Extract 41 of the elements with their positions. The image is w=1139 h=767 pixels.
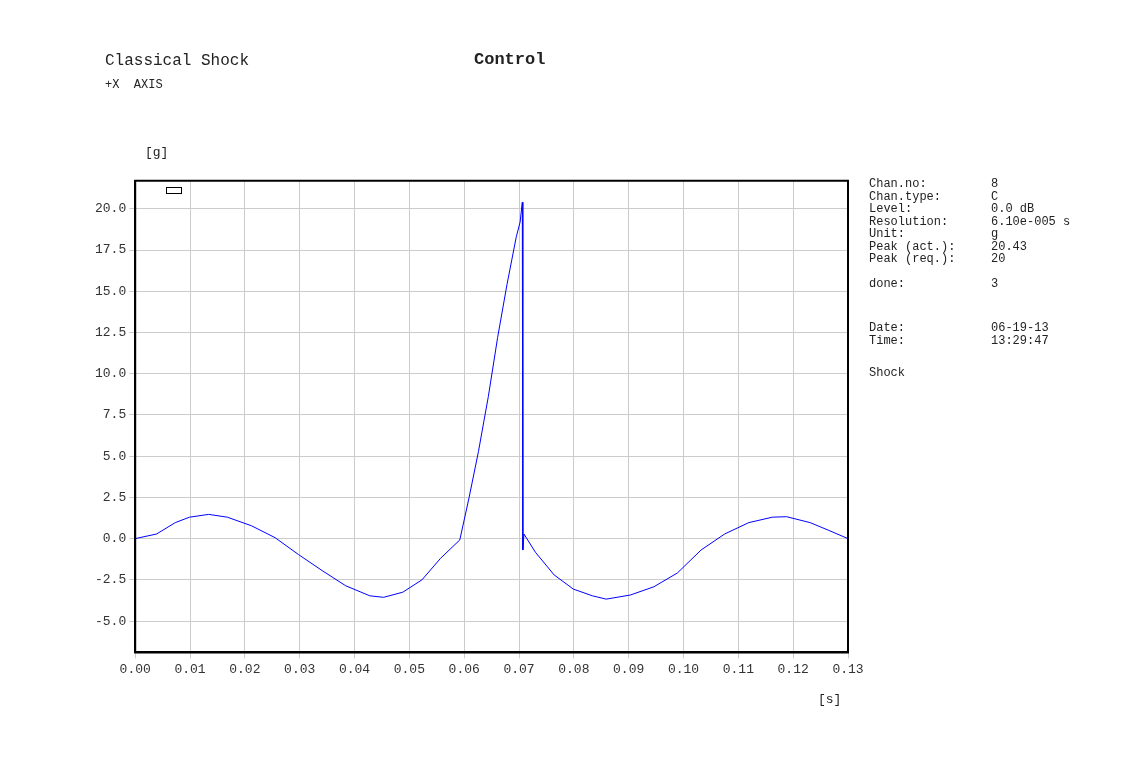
text: Date: 06-19-13 <box>869 321 1049 335</box>
x-tick-label: 0.08 <box>558 661 590 677</box>
y-tick-label: 17.5 <box>94 242 127 258</box>
y-tick-label: 12.5 <box>94 324 127 340</box>
x-tick-label: 0.11 <box>722 661 755 677</box>
x-tick-label: 0.02 <box>229 661 261 677</box>
x-tick-label: 0.00 <box>119 661 151 677</box>
text: Shock <box>869 366 906 380</box>
x-tick-label: 0.07 <box>503 661 535 677</box>
text: Resolution: 6.10e-005 s <box>869 214 1071 229</box>
text: Chan.no: 8 <box>869 177 999 191</box>
y-tick-label: 20.0 <box>94 201 127 217</box>
text: Peak (act.): 20.43 <box>869 239 1028 254</box>
text: Level: 0.0 dB <box>869 202 1035 216</box>
x-tick-label: 0.13 <box>832 661 864 677</box>
x-tick-label: 0.12 <box>777 661 809 677</box>
x-tick-label: 0.03 <box>284 661 316 677</box>
x-axis-title: [s] <box>818 692 842 707</box>
x-tick-label: 0.05 <box>393 661 425 677</box>
y-tick-label: 0.0 <box>102 531 127 547</box>
y-tick-label: -5.0 <box>94 613 127 629</box>
text: Peak (req.): 20 <box>869 252 1006 266</box>
y-tick-label: 10.0 <box>94 366 127 382</box>
x-tick-label: 0.04 <box>338 661 371 677</box>
text: done: 3 <box>869 276 999 291</box>
y-tick-label: 2.5 <box>102 489 127 505</box>
x-tick-label: 0.10 <box>667 661 700 677</box>
chart-subtitle: Classical Shock <box>105 52 250 70</box>
text: +X AXIS <box>105 78 163 92</box>
x-tick-label: 0.09 <box>613 661 645 677</box>
y-tick-label: 7.5 <box>102 407 127 423</box>
y-tick-label: 15.0 <box>94 283 127 299</box>
y-tick-label: 5.0 <box>102 448 127 464</box>
x-tick-label: 0.01 <box>174 661 206 677</box>
text: Unit: g <box>869 227 999 241</box>
y-tick-label: -2.5 <box>94 572 127 588</box>
chart-title: Control <box>474 50 546 69</box>
x-tick-label: 0.06 <box>448 661 480 677</box>
text: Time: 13:29:47 <box>869 333 1049 348</box>
text: Chan.type: C <box>869 189 999 204</box>
y-axis-title: [g] <box>145 145 169 160</box>
